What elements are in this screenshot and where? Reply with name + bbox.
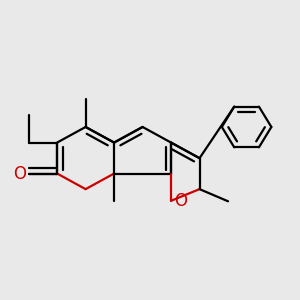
Text: O: O: [13, 164, 26, 182]
Text: O: O: [174, 192, 187, 210]
